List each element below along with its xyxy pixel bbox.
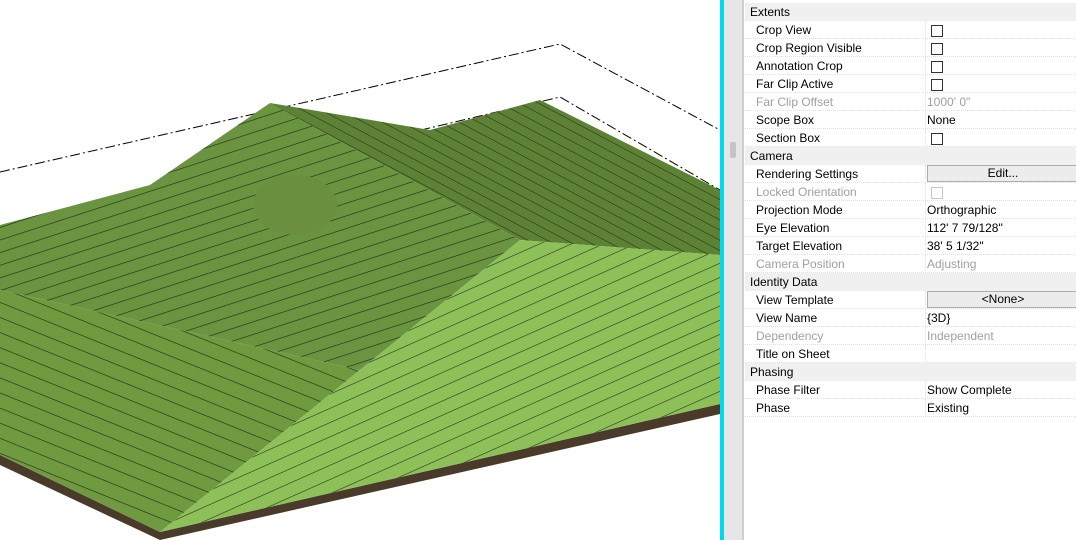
terrain-face-front-left <box>0 290 360 532</box>
property-value: 1000' 0" <box>927 95 971 109</box>
property-value[interactable]: None <box>927 113 956 127</box>
property-label: Camera Position <box>756 257 845 271</box>
crop-boundary-inner <box>0 96 720 231</box>
terrain-crater <box>253 175 337 235</box>
property-checkbox[interactable] <box>931 79 943 91</box>
property-row-target-elevation: Target Elevation 38' 5 1/32" <box>745 237 1076 255</box>
property-label: Projection Mode <box>756 203 843 217</box>
property-checkbox <box>931 187 943 199</box>
property-row-view-template: View Template <None> <box>745 291 1076 309</box>
property-value[interactable]: 112' 7 79/128" <box>927 221 1003 235</box>
terrain-face-front-right <box>160 240 720 532</box>
property-row-crop-region-visible: Crop Region Visible <box>745 39 1076 57</box>
property-checkbox[interactable] <box>931 25 943 37</box>
property-label: Crop View <box>756 23 812 37</box>
property-row-camera-position: Camera Position Adjusting <box>745 255 1076 273</box>
property-row-far-clip-offset: Far Clip Offset 1000' 0" <box>745 93 1076 111</box>
property-row-phase-filter: Phase Filter Show Complete <box>745 381 1076 399</box>
property-label: Scope Box <box>756 113 815 127</box>
property-label: Title on Sheet <box>756 347 830 361</box>
property-row-phase: Phase Existing <box>745 399 1076 417</box>
property-label: Eye Elevation <box>756 221 830 235</box>
property-label: Dependency <box>756 329 824 343</box>
3d-view-canvas[interactable] <box>0 0 720 540</box>
property-label: Crop Region Visible <box>756 41 862 55</box>
group-header-identity-data[interactable]: Identity Data <box>745 273 1076 291</box>
property-label: Section Box <box>756 131 821 145</box>
group-title: Phasing <box>750 365 794 379</box>
property-label: Locked Orientation <box>756 185 857 199</box>
property-value[interactable]: Show Complete <box>927 383 1012 397</box>
property-label: Annotation Crop <box>756 59 843 73</box>
group-header-extents[interactable]: Extents <box>745 3 1076 21</box>
property-row-projection-mode: Projection Mode Orthographic <box>745 201 1076 219</box>
property-row-eye-elevation: Eye Elevation 112' 7 79/128" <box>745 219 1076 237</box>
property-row-far-clip-active: Far Clip Active <box>745 75 1076 93</box>
scrollbar-handle[interactable] <box>730 142 736 158</box>
property-label: Far Clip Active <box>756 77 834 91</box>
property-row-annotation-crop: Annotation Crop <box>745 57 1076 75</box>
property-label: View Template <box>756 293 834 307</box>
scrollbar[interactable] <box>724 0 744 540</box>
property-value[interactable]: Existing <box>927 401 970 415</box>
group-header-phasing[interactable]: Phasing <box>745 363 1076 381</box>
property-button[interactable]: <None> <box>927 291 1076 308</box>
property-value[interactable]: {3D} <box>927 311 951 325</box>
property-value: Independent <box>927 329 994 343</box>
property-checkbox[interactable] <box>931 43 943 55</box>
property-value[interactable]: 38' 5 1/32" <box>927 239 984 253</box>
property-row-dependency: Dependency Independent <box>745 327 1076 345</box>
property-checkbox[interactable] <box>931 133 943 145</box>
properties-panel: Extents Crop View Crop Region Visible Annot… <box>745 0 1076 540</box>
property-label: Target Elevation <box>756 239 843 253</box>
property-label: Phase <box>756 401 791 415</box>
property-label: View Name <box>756 311 818 325</box>
property-label: Phase Filter <box>756 383 821 397</box>
property-row-rendering-settings: Rendering Settings Edit... <box>745 165 1076 183</box>
terrain-face-back <box>270 100 720 255</box>
property-checkbox[interactable] <box>931 61 943 73</box>
group-title: Extents <box>750 5 791 19</box>
property-row-title-on-sheet: Title on Sheet <box>745 345 1076 363</box>
group-title: Identity Data <box>750 275 818 289</box>
group-title: Camera <box>750 149 793 163</box>
terrain-model <box>0 43 720 540</box>
property-label: Far Clip Offset <box>756 95 834 109</box>
property-row-section-box: Section Box <box>745 129 1076 147</box>
property-row-scope-box: Scope Box None <box>745 111 1076 129</box>
property-value: Adjusting <box>927 257 977 271</box>
property-row-view-name: View Name {3D} <box>745 309 1076 327</box>
pane-divider[interactable] <box>720 0 724 540</box>
group-header-camera[interactable]: Camera <box>745 147 1076 165</box>
property-value[interactable]: Orthographic <box>927 203 997 217</box>
property-row-locked-orientation: Locked Orientation <box>745 183 1076 201</box>
terrain-face-top <box>0 103 520 370</box>
property-button[interactable]: Edit... <box>927 165 1076 182</box>
property-label: Rendering Settings <box>756 167 859 181</box>
property-row-crop-view: Crop View <box>745 21 1076 39</box>
